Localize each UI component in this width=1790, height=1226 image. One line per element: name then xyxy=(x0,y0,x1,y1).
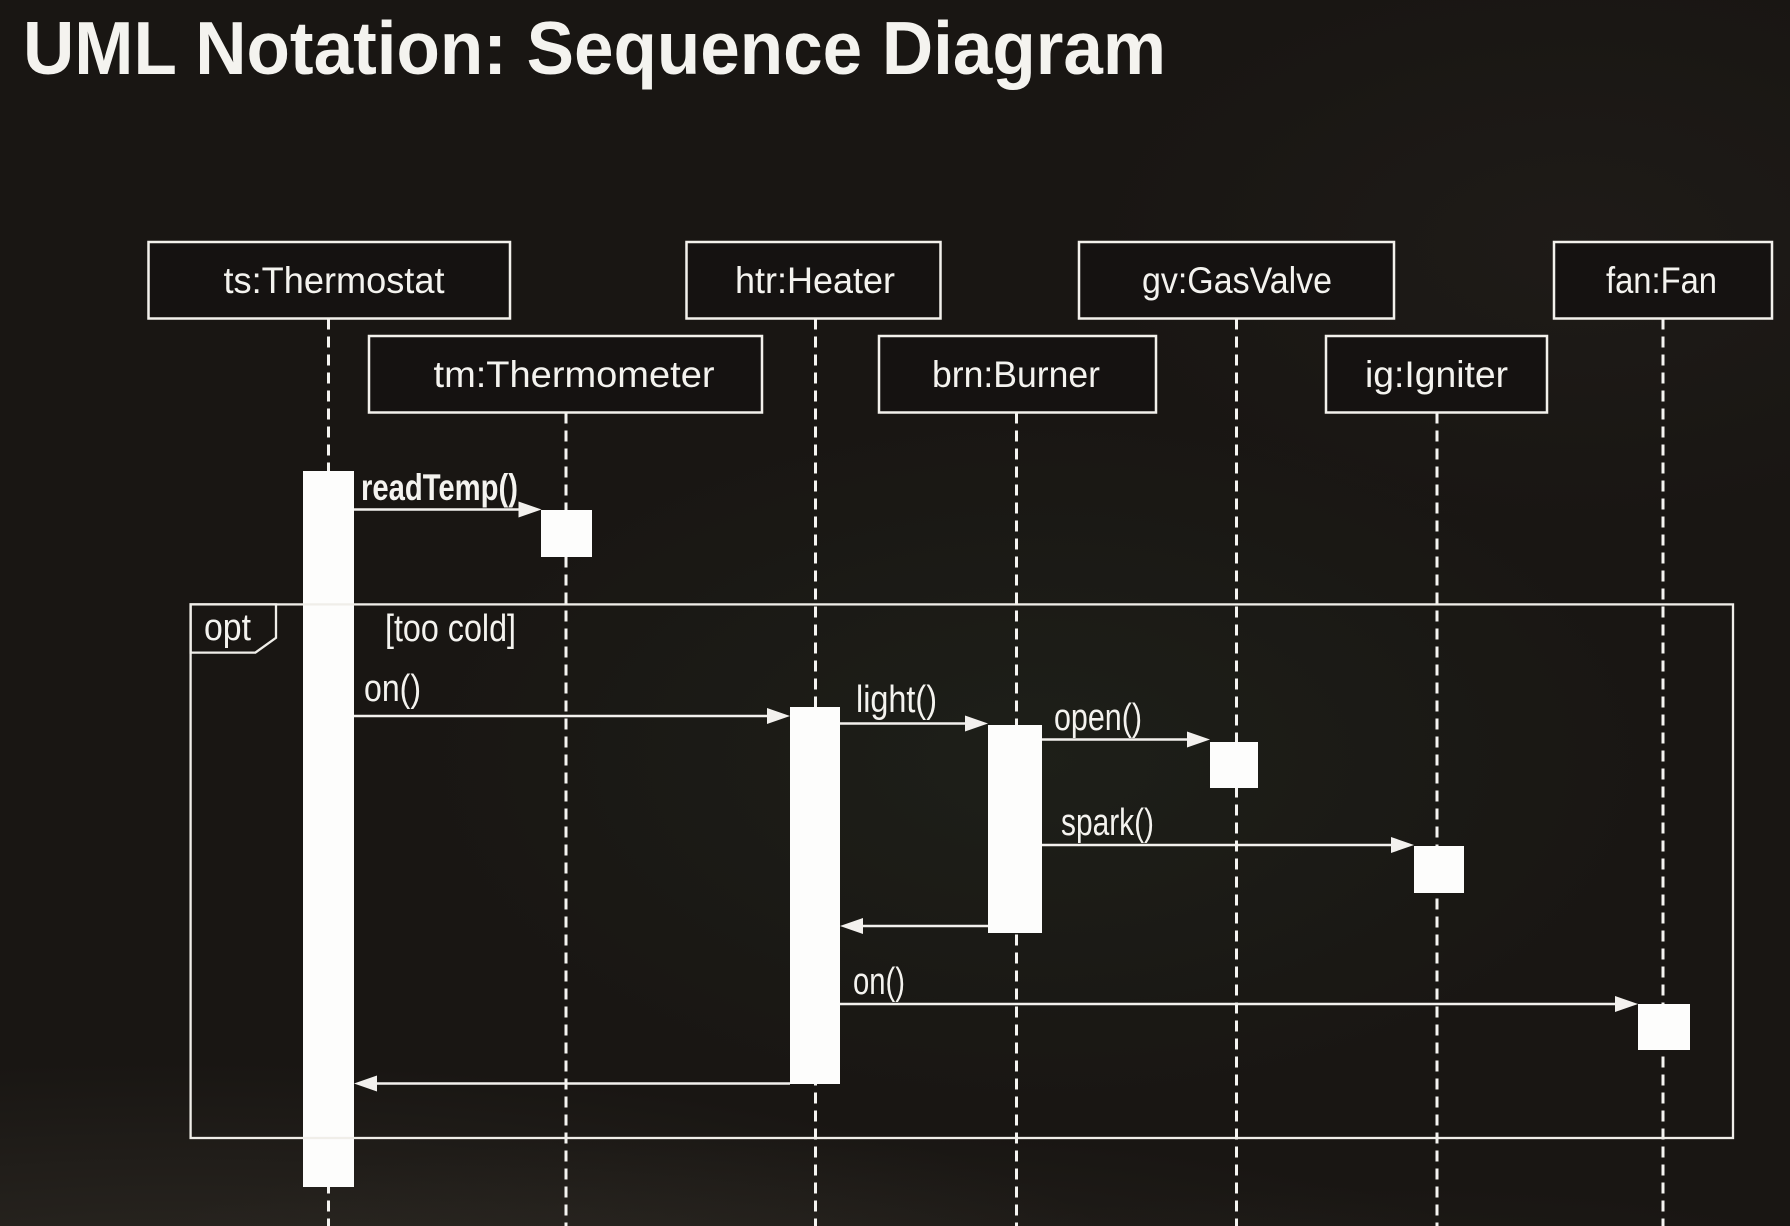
svg-text:ts:Thermostat: ts:Thermostat xyxy=(224,260,446,301)
svg-text:on(): on() xyxy=(853,961,905,1003)
svg-text:spark(): spark() xyxy=(1061,802,1154,844)
svg-text:ig:Igniter: ig:Igniter xyxy=(1365,354,1508,395)
svg-text:light(): light() xyxy=(856,679,937,721)
svg-text:tm:Thermometer: tm:Thermometer xyxy=(434,354,715,395)
svg-text:opt: opt xyxy=(204,607,251,649)
svg-text:open(): open() xyxy=(1054,697,1142,739)
svg-text:on(): on() xyxy=(364,668,421,710)
svg-text:gv:GasValve: gv:GasValve xyxy=(1142,260,1332,301)
svg-text:brn:Burner: brn:Burner xyxy=(932,354,1100,395)
svg-text:htr:Heater: htr:Heater xyxy=(735,260,895,301)
svg-text:fan:Fan: fan:Fan xyxy=(1606,260,1717,301)
svg-text:[too cold]: [too cold] xyxy=(385,608,516,650)
svg-text:UML Notation: Sequence Diagram: UML Notation: Sequence Diagram xyxy=(23,6,1166,90)
svg-text:readTemp(): readTemp() xyxy=(361,467,518,508)
